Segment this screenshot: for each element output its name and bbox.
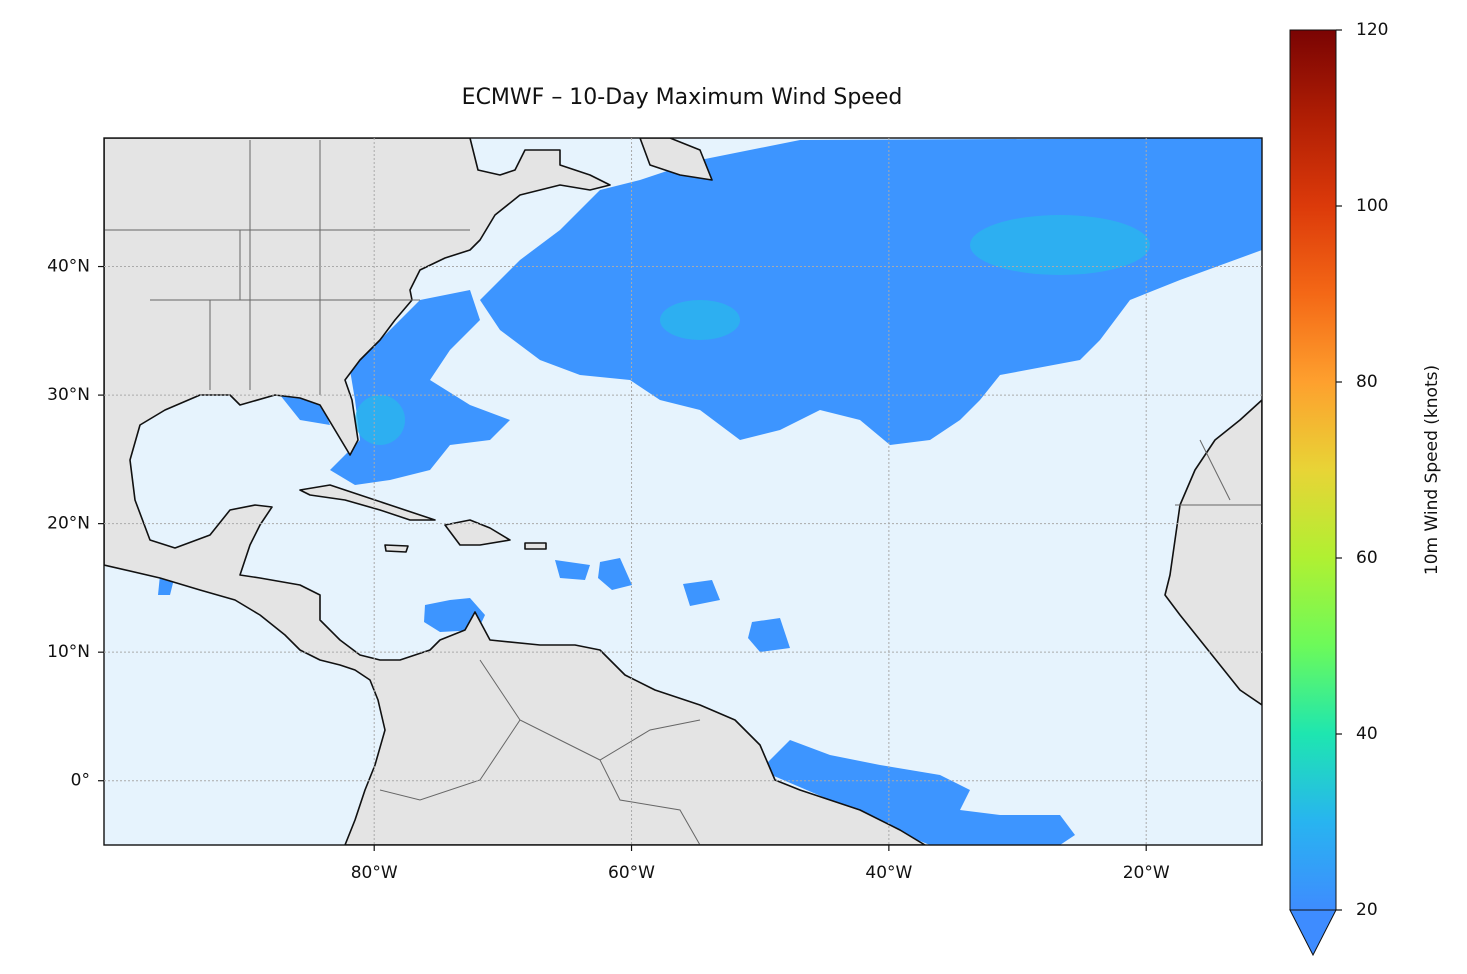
colorbar-tick-label: 100 [1356,196,1388,216]
island [444,519,511,546]
y-tick-label: 30°N [47,385,90,405]
x-tick-label: 60°W [608,863,655,883]
border [104,140,1262,845]
island [384,542,547,553]
land [104,138,926,845]
wind-field [355,395,405,445]
chart-title: ECMWF – 10-Day Maximum Wind Speed [462,85,903,110]
y-tick-label: 0° [71,771,90,791]
x-tick-label: 20°W [1123,863,1170,883]
land [1164,399,1262,706]
x-tick-label: 40°W [865,863,912,883]
colorbar-tick-label: 80 [1356,372,1378,392]
y-tick-label: 20°N [47,514,90,534]
colorbar-tick-label: 120 [1356,20,1388,40]
y-tick-label: 40°N [47,257,90,277]
wind-field [970,215,1150,275]
island [299,484,436,521]
x-tick-label: 80°W [351,863,398,883]
y-tick-label: 10°N [47,642,90,662]
wind-field [480,138,1262,445]
colorbar-tick-label: 20 [1356,900,1378,920]
colorbar-label: 10m Wind Speed (knots) [1422,365,1442,575]
wind-field [760,740,1075,845]
wind-field [555,558,790,652]
map [104,138,1262,845]
colorbar [1289,29,1337,911]
colorbar-tick-label: 40 [1356,724,1378,744]
land [639,138,713,181]
map-frame [103,137,1263,846]
colorbar-tick-label: 60 [1356,548,1378,568]
colorbar-extend [1289,909,1337,957]
wind-field [660,300,740,340]
